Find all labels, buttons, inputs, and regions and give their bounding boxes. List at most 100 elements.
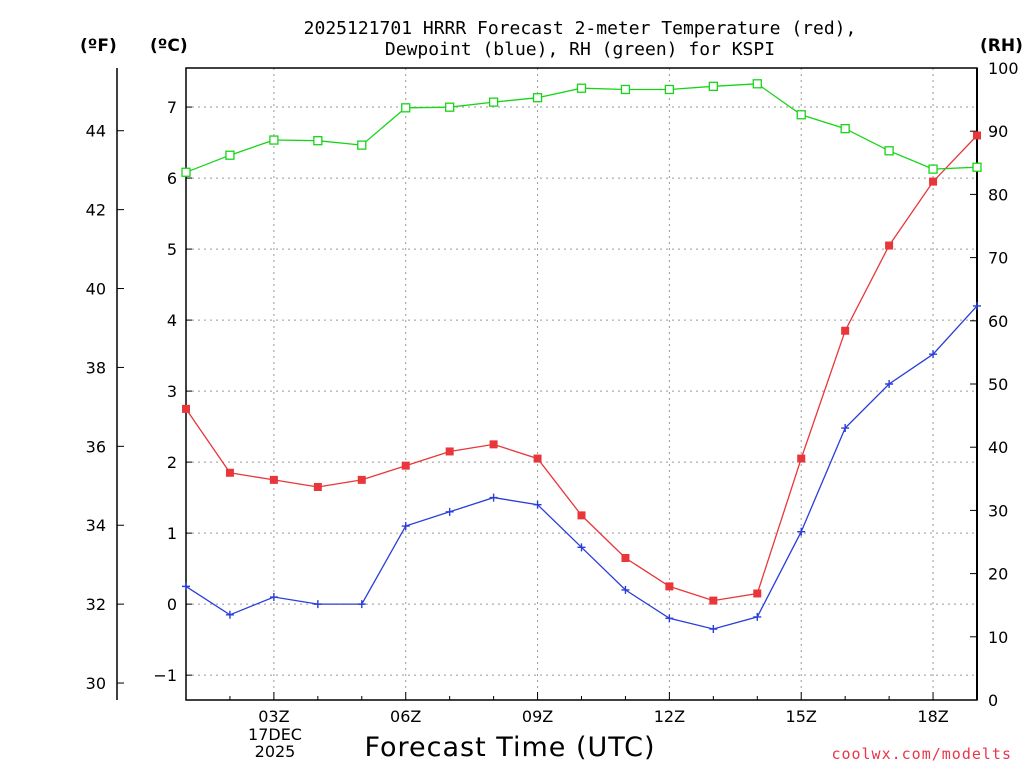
celsius-tick-label: 2 xyxy=(167,453,177,472)
rh-tick-label: 70 xyxy=(988,249,1008,268)
rh-point xyxy=(576,83,587,93)
dewpoint-point xyxy=(269,593,278,602)
temperature-point xyxy=(797,454,806,463)
temperature-line xyxy=(185,135,978,602)
rh-point xyxy=(884,146,894,156)
celsius-unit-label: (ºC) xyxy=(150,36,188,56)
rh-point xyxy=(620,84,631,95)
temperature-point xyxy=(929,177,938,186)
fahrenheit-tick-label: 36 xyxy=(86,437,106,456)
dewpoint-point xyxy=(225,610,234,619)
rh-tick-label: 60 xyxy=(988,312,1008,331)
rh-tick-label: 0 xyxy=(988,691,998,710)
rh-point xyxy=(313,136,323,146)
temperature-point xyxy=(489,440,498,449)
celsius-tick-label: 7 xyxy=(167,98,177,117)
celsius-tick-label: 0 xyxy=(167,595,177,614)
fahrenheit-tick-label: 30 xyxy=(86,674,106,693)
grid-layer xyxy=(186,68,977,700)
temperature-point xyxy=(577,511,586,520)
dewpoint-point xyxy=(973,301,981,310)
fahrenheit-tick-label: 40 xyxy=(86,280,106,299)
fahrenheit-tick-label: 34 xyxy=(86,516,106,535)
temperature-point xyxy=(973,131,981,140)
rh-tick-label: 40 xyxy=(988,438,1008,457)
date-label-day: 17DEC xyxy=(248,725,302,744)
rh-tick-label: 90 xyxy=(988,122,1008,141)
rh-point xyxy=(181,167,191,177)
fahrenheit-tick-label: 42 xyxy=(86,201,106,220)
temperature-point xyxy=(313,482,322,491)
x-axis-title: Forecast Time (UTC) xyxy=(364,732,656,763)
celsius-tick-label: 3 xyxy=(167,382,177,401)
celsius-tick-label: 1 xyxy=(167,524,177,543)
x-tick-label: 15Z xyxy=(786,707,817,726)
rh-point xyxy=(488,97,499,107)
plot-frame xyxy=(185,67,978,701)
rh-point xyxy=(708,81,718,91)
chart-title-line2: Dewpoint (blue), RH (green) for KSPI xyxy=(384,39,776,60)
temperature-point xyxy=(269,475,278,484)
celsius-tick-label: 4 xyxy=(167,311,177,330)
rh-point xyxy=(972,162,982,172)
temperature-point xyxy=(225,468,234,477)
temperature-point xyxy=(665,582,674,591)
rh-point xyxy=(664,84,675,95)
date-label-year: 2025 xyxy=(254,742,296,761)
rh-point xyxy=(532,93,543,103)
fahrenheit-tick-label: 38 xyxy=(86,358,106,377)
dewpoint-point xyxy=(929,350,938,359)
series-layer xyxy=(181,79,982,633)
rh-unit-label: (RH) xyxy=(980,36,1023,56)
rh-point xyxy=(225,150,235,160)
rh-point xyxy=(928,164,938,174)
dewpoint-point xyxy=(401,522,410,531)
dewpoint-point xyxy=(445,507,454,516)
temperature-point xyxy=(621,553,630,562)
rh-tick-label: 20 xyxy=(988,565,1008,584)
date-label: 17DEC 2025 xyxy=(235,726,315,760)
temperature-point xyxy=(885,241,894,250)
temperature-point xyxy=(533,454,542,463)
rh-tick-label: 100 xyxy=(988,59,1019,78)
dewpoint-point xyxy=(577,543,586,552)
rh-point xyxy=(269,135,279,145)
x-tick-label: 03Z xyxy=(258,707,289,726)
temperature-point xyxy=(357,475,366,484)
dewpoint-point xyxy=(665,614,674,623)
dewpoint-point xyxy=(885,380,894,388)
dewpoint-point xyxy=(182,582,190,591)
x-tick-label: 18Z xyxy=(917,707,948,726)
temperature-point xyxy=(401,461,410,470)
rh-point xyxy=(796,110,806,120)
temperature-point xyxy=(753,589,762,598)
chart-title-line1: 2025121701 HRRR Forecast 2-meter Tempera… xyxy=(303,18,857,39)
rh-tick-label: 10 xyxy=(988,628,1008,647)
dewpoint-point xyxy=(357,600,366,609)
temperature-point xyxy=(182,404,190,413)
dewpoint-point xyxy=(709,624,718,633)
temperature-point xyxy=(445,447,454,456)
dewpoint-line xyxy=(185,305,978,630)
rh-tick-label: 80 xyxy=(988,185,1008,204)
x-tick-label: 06Z xyxy=(390,707,421,726)
fahrenheit-tick-label: 44 xyxy=(86,122,106,141)
rh-tick-label: 50 xyxy=(988,375,1008,394)
fahrenheit-unit-label: (ºF) xyxy=(80,36,117,56)
rh-line xyxy=(185,83,978,173)
x-tick-label: 12Z xyxy=(654,707,685,726)
dewpoint-point xyxy=(533,500,542,509)
rh-point xyxy=(401,103,411,113)
credit-link[interactable]: coolwx.com/modelts xyxy=(831,745,1012,763)
celsius-tick-label: −1 xyxy=(153,666,177,685)
fahrenheit-tick-label: 32 xyxy=(86,595,106,614)
dewpoint-point xyxy=(313,600,322,609)
celsius-tick-label: 6 xyxy=(167,169,177,188)
rh-tick-label: 30 xyxy=(988,501,1008,520)
dewpoint-point xyxy=(797,527,806,536)
celsius-tick-label: 5 xyxy=(167,240,177,259)
rh-point xyxy=(840,124,850,134)
temperature-point xyxy=(709,596,718,605)
